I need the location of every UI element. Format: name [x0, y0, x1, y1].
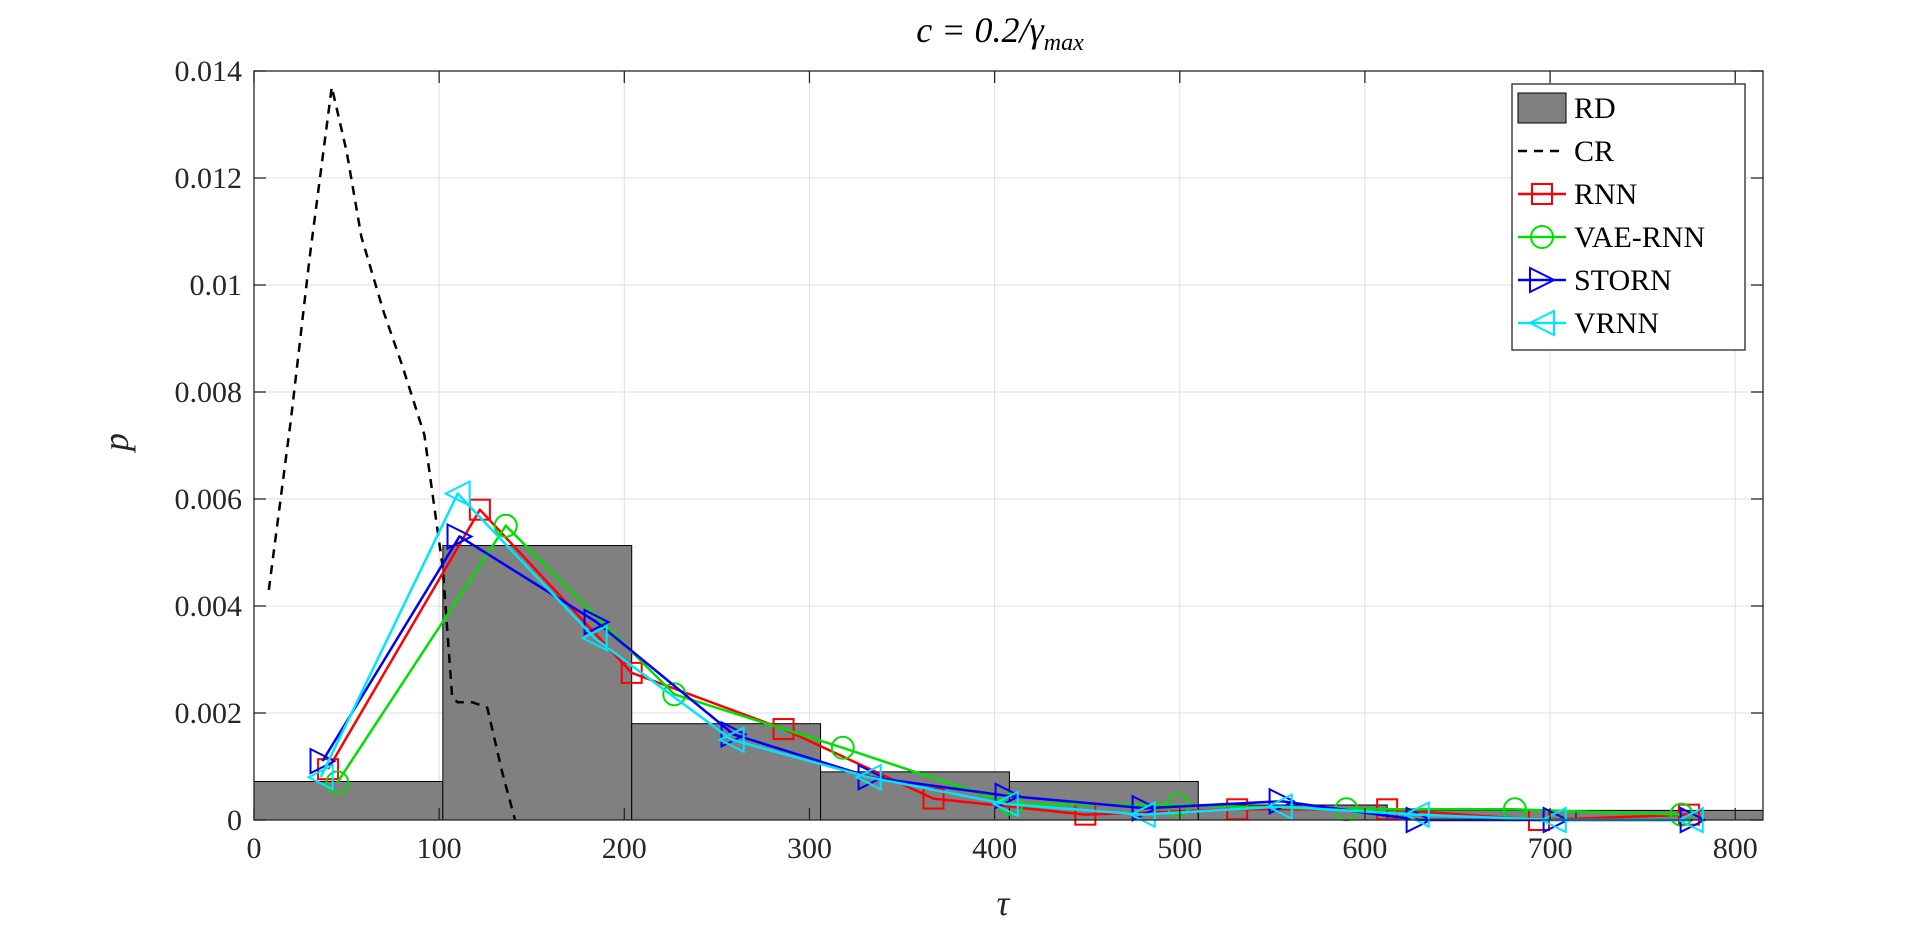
- legend-label-cr: CR: [1574, 135, 1614, 168]
- data-point-storn: [994, 782, 1022, 810]
- y-tick-label: 0.004: [175, 590, 243, 623]
- data-point-rnn: [772, 718, 795, 741]
- data-point-vrnn: [1265, 793, 1293, 821]
- x-tick-label: 500: [1157, 832, 1202, 865]
- data-point-vae-rnn: [830, 735, 855, 760]
- data-point-vrnn: [717, 726, 745, 754]
- legend-label-rd: RD: [1574, 92, 1616, 125]
- y-tick-label: 0.002: [175, 697, 243, 730]
- legend-label-storn: STORN: [1574, 264, 1672, 297]
- data-point-rnn: [468, 498, 491, 521]
- data-point-vrnn: [1402, 801, 1430, 829]
- title-subscript: max: [1044, 30, 1084, 56]
- data-point-vrnn: [854, 763, 882, 791]
- data-point-storn: [309, 747, 337, 775]
- legend-marker-vrnn: [1527, 309, 1555, 337]
- x-tick-label: 700: [1528, 832, 1573, 865]
- x-tick-label: 0: [247, 832, 262, 865]
- data-point-vae-rnn: [325, 770, 350, 795]
- title-prefix: c = 0.2/: [916, 10, 1032, 50]
- title-gamma: γ: [1030, 10, 1045, 50]
- axes-box: [253, 70, 1764, 821]
- y-tick-label: 0.012: [175, 162, 243, 195]
- data-point-vrnn: [443, 480, 471, 508]
- x-axis-title: τ: [997, 883, 1011, 923]
- legend-swatch-rd: [1517, 92, 1567, 124]
- data-point-vrnn: [991, 790, 1019, 818]
- data-point-vae-rnn: [493, 513, 518, 538]
- series-line-cr: [267, 85, 517, 821]
- series-line-rnn: [326, 508, 1689, 822]
- x-tick-label: 600: [1342, 832, 1387, 865]
- axes: 0 100 200 300 400 500 600 700 800 0 0.002 0.004 0.00…: [175, 55, 1764, 865]
- legend: RD CR RNN VAE-RNN STORN VRNN: [1511, 83, 1746, 351]
- x-tick-label: 400: [972, 832, 1017, 865]
- histogram-bar: [253, 780, 444, 821]
- x-tick-label: 300: [787, 832, 832, 865]
- histogram-bar: [442, 545, 633, 821]
- legend-marker-rnn: [1531, 183, 1553, 205]
- chart-title: c = 0.2/γmax: [916, 10, 1084, 56]
- y-tick-label: 0: [227, 804, 242, 837]
- data-point-storn: [446, 522, 474, 551]
- legend-label-vrnn: VRNN: [1574, 307, 1659, 340]
- series-line-vrnn: [319, 492, 1691, 822]
- legend-label-vae-rnn: VAE-RNN: [1574, 221, 1705, 254]
- y-axis-title: p: [96, 433, 136, 454]
- y-tick-label: 0.01: [190, 269, 243, 302]
- x-tick-label: 200: [602, 832, 647, 865]
- data-point-vrnn: [306, 763, 334, 791]
- data-point-vrnn: [580, 624, 608, 652]
- histogram-bar: [820, 771, 1010, 821]
- legend-box: [1511, 83, 1746, 351]
- y-tick-label: 0.014: [175, 55, 243, 88]
- legend-marker-vae-rnn: [1530, 225, 1554, 249]
- y-tick-label: 0.006: [175, 483, 243, 516]
- data-point-storn: [583, 608, 611, 636]
- x-tick-label: 800: [1713, 832, 1758, 865]
- x-tick-label: 100: [417, 832, 462, 865]
- legend-label-rnn: RNN: [1574, 178, 1637, 211]
- y-tick-label: 0.008: [175, 376, 243, 409]
- data-point-vrnn: [1128, 801, 1156, 829]
- legend-marker-storn: [1529, 266, 1557, 294]
